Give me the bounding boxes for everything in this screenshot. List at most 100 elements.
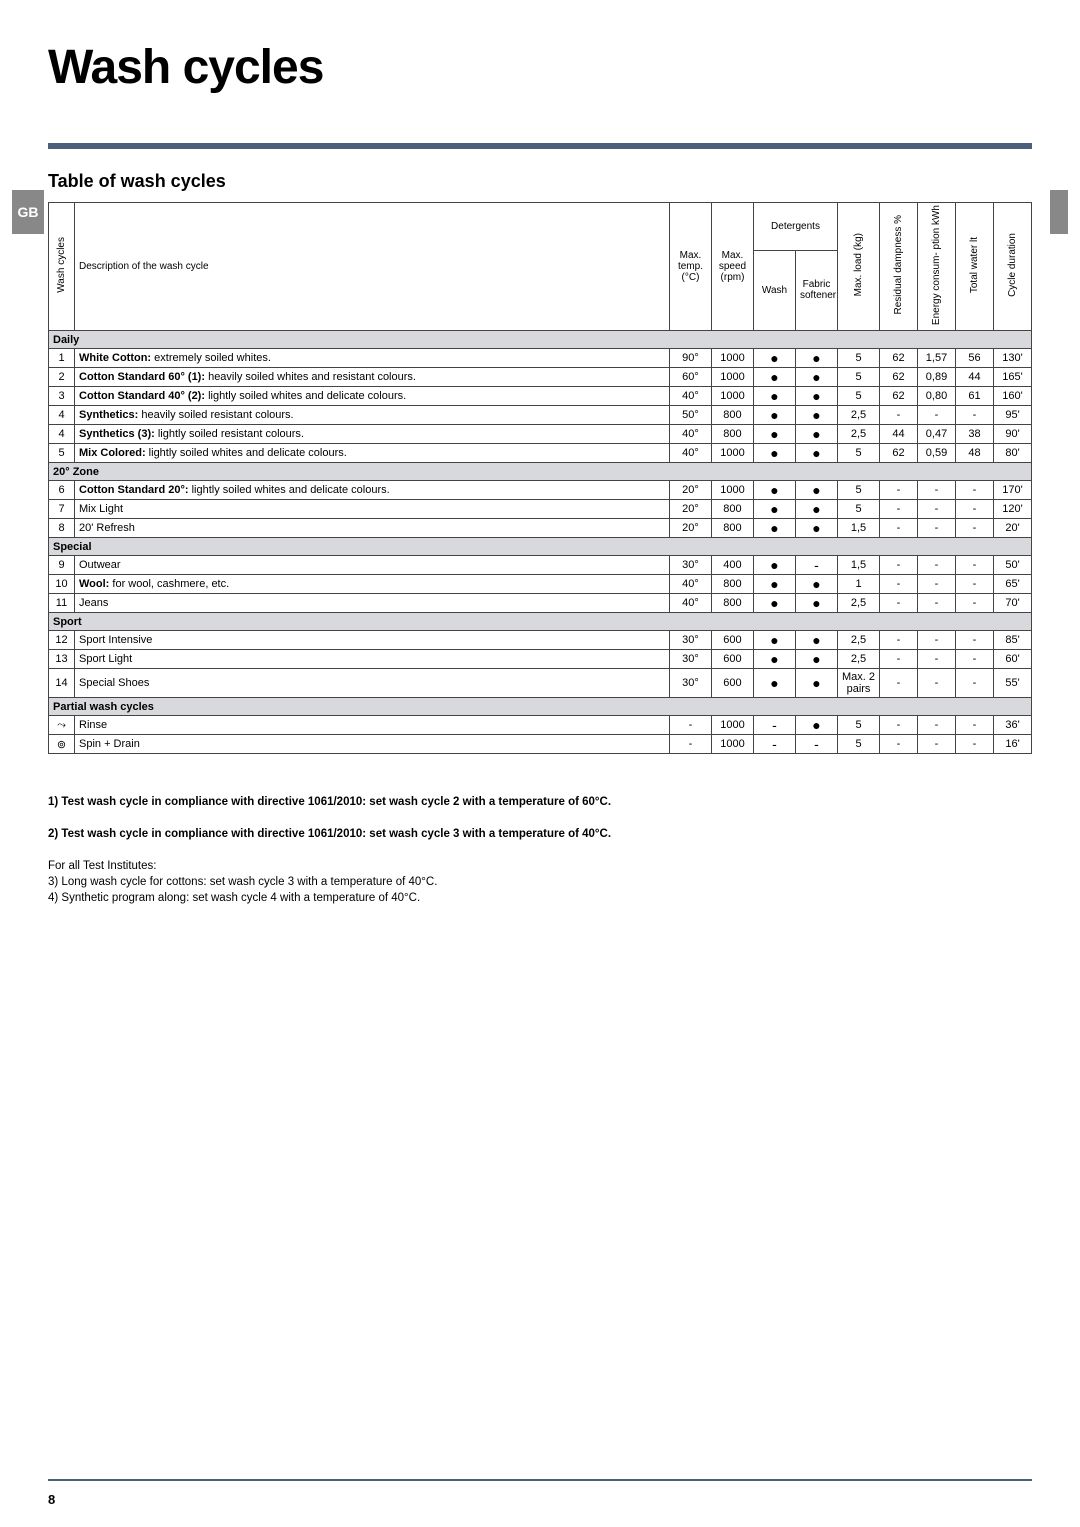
- table-row: 4Synthetics (3): lightly soiled resistan…: [49, 425, 1032, 444]
- cell-dampness: 44: [880, 425, 918, 444]
- cell-softener: ●: [795, 349, 837, 368]
- cycle-description: Sport Intensive: [75, 631, 670, 650]
- cell-water: -: [956, 406, 994, 425]
- section-label: Sport: [49, 613, 1032, 631]
- cell-softener: ●: [795, 406, 837, 425]
- cell-wash: ●: [753, 556, 795, 575]
- section-row: Partial wash cycles: [49, 698, 1032, 716]
- cell-duration: 20': [994, 519, 1032, 538]
- cell-dampness: -: [880, 650, 918, 669]
- cell-duration: 85': [994, 631, 1032, 650]
- col-det-wash: Wash: [753, 250, 795, 330]
- table-row: 10Wool: for wool, cashmere, etc.40°800●●…: [49, 575, 1032, 594]
- desc-bold: Synthetics:: [79, 409, 138, 421]
- cell-dampness: -: [880, 481, 918, 500]
- cell-softener: ●: [795, 594, 837, 613]
- cycle-description: Synthetics: heavily soiled resistant col…: [75, 406, 670, 425]
- cell-water: -: [956, 735, 994, 754]
- cell-duration: 165': [994, 368, 1032, 387]
- cell-duration: 16': [994, 735, 1032, 754]
- note-2: 2) Test wash cycle in compliance with di…: [48, 826, 1032, 842]
- cell-temp: 30°: [669, 631, 711, 650]
- cell-load: 2,5: [838, 650, 880, 669]
- cell-temp: 30°: [669, 556, 711, 575]
- cell-temp: 40°: [669, 387, 711, 406]
- cell-temp: 40°: [669, 575, 711, 594]
- cell-speed: 600: [711, 669, 753, 698]
- cell-temp: 60°: [669, 368, 711, 387]
- cell-speed: 1000: [711, 387, 753, 406]
- cell-softener: ●: [795, 669, 837, 698]
- cell-load: 5: [838, 481, 880, 500]
- cell-softener: ●: [795, 716, 837, 735]
- desc-rest: Spin + Drain: [79, 738, 140, 750]
- cell-temp: 20°: [669, 481, 711, 500]
- cell-softener: ●: [795, 519, 837, 538]
- desc-bold: Synthetics (3):: [79, 428, 155, 440]
- cell-energy: 0,80: [918, 387, 956, 406]
- cycle-description: 20' Refresh: [75, 519, 670, 538]
- footer-rule: [48, 1479, 1032, 1481]
- cell-dampness: -: [880, 735, 918, 754]
- table-row: 12Sport Intensive30°600●●2,5---85': [49, 631, 1032, 650]
- col-water: Total water lt: [956, 203, 994, 331]
- table-row: 3Cotton Standard 40° (2): lightly soiled…: [49, 387, 1032, 406]
- cell-energy: -: [918, 650, 956, 669]
- cell-softener: ●: [795, 481, 837, 500]
- cell-speed: 800: [711, 406, 753, 425]
- desc-bold: White Cotton:: [79, 352, 151, 364]
- desc-rest: lightly soiled whites and delicate colou…: [146, 447, 347, 459]
- cell-speed: 1000: [711, 349, 753, 368]
- cell-temp: 30°: [669, 650, 711, 669]
- cell-energy: -: [918, 481, 956, 500]
- cell-dampness: 62: [880, 368, 918, 387]
- cycle-number: ⊚: [49, 735, 75, 754]
- cell-softener: ●: [795, 631, 837, 650]
- col-wash-cycles: Wash cycles: [49, 203, 75, 331]
- cycle-number: 1: [49, 349, 75, 368]
- section-row: Sport: [49, 613, 1032, 631]
- section-label: Daily: [49, 331, 1032, 349]
- cell-wash: -: [753, 716, 795, 735]
- note-3: For all Test Institutes:: [48, 858, 1032, 874]
- col-energy: Energy consum- ption kWh: [918, 203, 956, 331]
- cell-duration: 55': [994, 669, 1032, 698]
- cell-wash: ●: [753, 425, 795, 444]
- cell-energy: -: [918, 519, 956, 538]
- cell-energy: -: [918, 735, 956, 754]
- cell-softener: ●: [795, 425, 837, 444]
- cell-load: 5: [838, 349, 880, 368]
- cycle-description: Spin + Drain: [75, 735, 670, 754]
- table-row: 9Outwear30°400●-1,5---50': [49, 556, 1032, 575]
- cell-duration: 120': [994, 500, 1032, 519]
- cell-water: -: [956, 716, 994, 735]
- cell-wash: ●: [753, 631, 795, 650]
- cell-wash: ●: [753, 368, 795, 387]
- desc-bold: Wool:: [79, 578, 109, 590]
- desc-rest: Jeans: [79, 597, 108, 609]
- cell-load: 5: [838, 368, 880, 387]
- cycle-description: Mix Colored: lightly soiled whites and d…: [75, 444, 670, 463]
- desc-rest: 20' Refresh: [79, 522, 135, 534]
- cell-energy: 0,47: [918, 425, 956, 444]
- cell-duration: 60': [994, 650, 1032, 669]
- cell-duration: 70': [994, 594, 1032, 613]
- section-label: Partial wash cycles: [49, 698, 1032, 716]
- cell-wash: ●: [753, 575, 795, 594]
- page-title: Wash cycles: [48, 40, 1032, 95]
- table-row: ⊚Spin + Drain-1000--5---16': [49, 735, 1032, 754]
- cell-dampness: -: [880, 669, 918, 698]
- cell-dampness: 62: [880, 349, 918, 368]
- table-body: Daily1White Cotton: extremely soiled whi…: [49, 331, 1032, 754]
- cell-load: 5: [838, 444, 880, 463]
- cell-water: -: [956, 650, 994, 669]
- cycle-description: Cotton Standard 40° (2): lightly soiled …: [75, 387, 670, 406]
- section-row: Special: [49, 538, 1032, 556]
- cell-energy: 1,57: [918, 349, 956, 368]
- desc-rest: Outwear: [79, 559, 121, 571]
- cell-softener: ●: [795, 387, 837, 406]
- section-label: 20° Zone: [49, 463, 1032, 481]
- cell-duration: 95': [994, 406, 1032, 425]
- col-duration: Cycle duration: [994, 203, 1032, 331]
- table-row: 14Special Shoes30°600●●Max. 2 pairs---55…: [49, 669, 1032, 698]
